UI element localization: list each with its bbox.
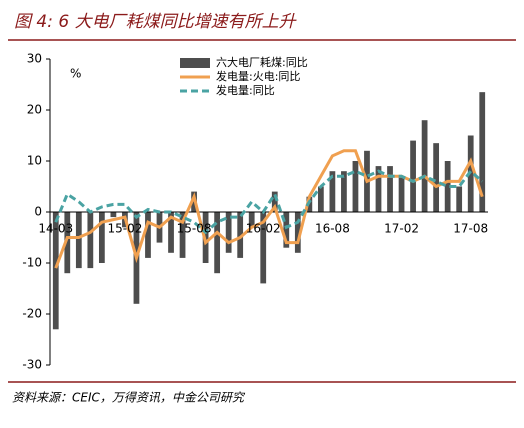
source: 资料来源：CEIC，万得资讯，中金公司研究	[12, 391, 246, 405]
y-tick-label: -10	[22, 256, 42, 270]
bar	[294, 212, 301, 253]
bar	[225, 212, 232, 253]
bar	[168, 212, 174, 253]
bar	[421, 120, 428, 212]
bar	[375, 166, 382, 212]
x-tick-label: 15-02	[107, 222, 142, 236]
y-tick-label: 20	[27, 103, 42, 117]
bar	[444, 161, 451, 212]
bar	[398, 176, 405, 212]
line	[54, 169, 484, 235]
bar	[329, 171, 336, 212]
bar	[179, 212, 186, 258]
x-tick-label: 16-02	[246, 222, 281, 236]
bar	[283, 212, 290, 248]
bar	[248, 212, 255, 228]
bar	[52, 212, 59, 330]
y-tick-label: -30	[22, 358, 42, 372]
x-tick-label: 17-02	[384, 222, 419, 236]
bar	[467, 135, 474, 212]
legend-label: 发电量:火电:同比	[216, 69, 300, 83]
y-tick-label: 0	[34, 205, 42, 219]
bar	[456, 186, 463, 212]
bar	[317, 186, 324, 212]
y-tick-label: 10	[27, 154, 42, 168]
x-tick-label: 16-08	[315, 222, 350, 236]
bar	[237, 212, 244, 258]
bar	[75, 212, 82, 269]
bar	[110, 212, 117, 218]
x-tick-label: 14-03	[38, 222, 73, 236]
legend-label: 发电量:同比	[216, 83, 275, 97]
legend-label: 六大电厂耗煤:同比	[216, 55, 308, 69]
bar	[387, 166, 393, 212]
bar	[271, 191, 278, 212]
bar	[410, 140, 416, 212]
bar	[352, 161, 359, 212]
line	[54, 149, 484, 269]
bar	[64, 212, 71, 274]
bar	[479, 92, 486, 212]
bar	[87, 212, 94, 269]
y-tick-label: 30	[27, 52, 42, 66]
bar	[98, 212, 105, 263]
y-unit: %	[70, 67, 81, 81]
bar	[341, 171, 347, 212]
bar	[260, 212, 267, 284]
x-tick-label: 15-08	[177, 222, 212, 236]
x-tick-label: 17-08	[453, 222, 488, 236]
legend-swatch	[180, 58, 210, 68]
bar	[214, 212, 221, 274]
bar	[145, 212, 151, 258]
y-tick-label: -20	[22, 307, 42, 321]
chart-title: 图 4: 6 大电厂耗煤同比增速有所上升	[14, 12, 298, 32]
bar	[433, 143, 440, 212]
